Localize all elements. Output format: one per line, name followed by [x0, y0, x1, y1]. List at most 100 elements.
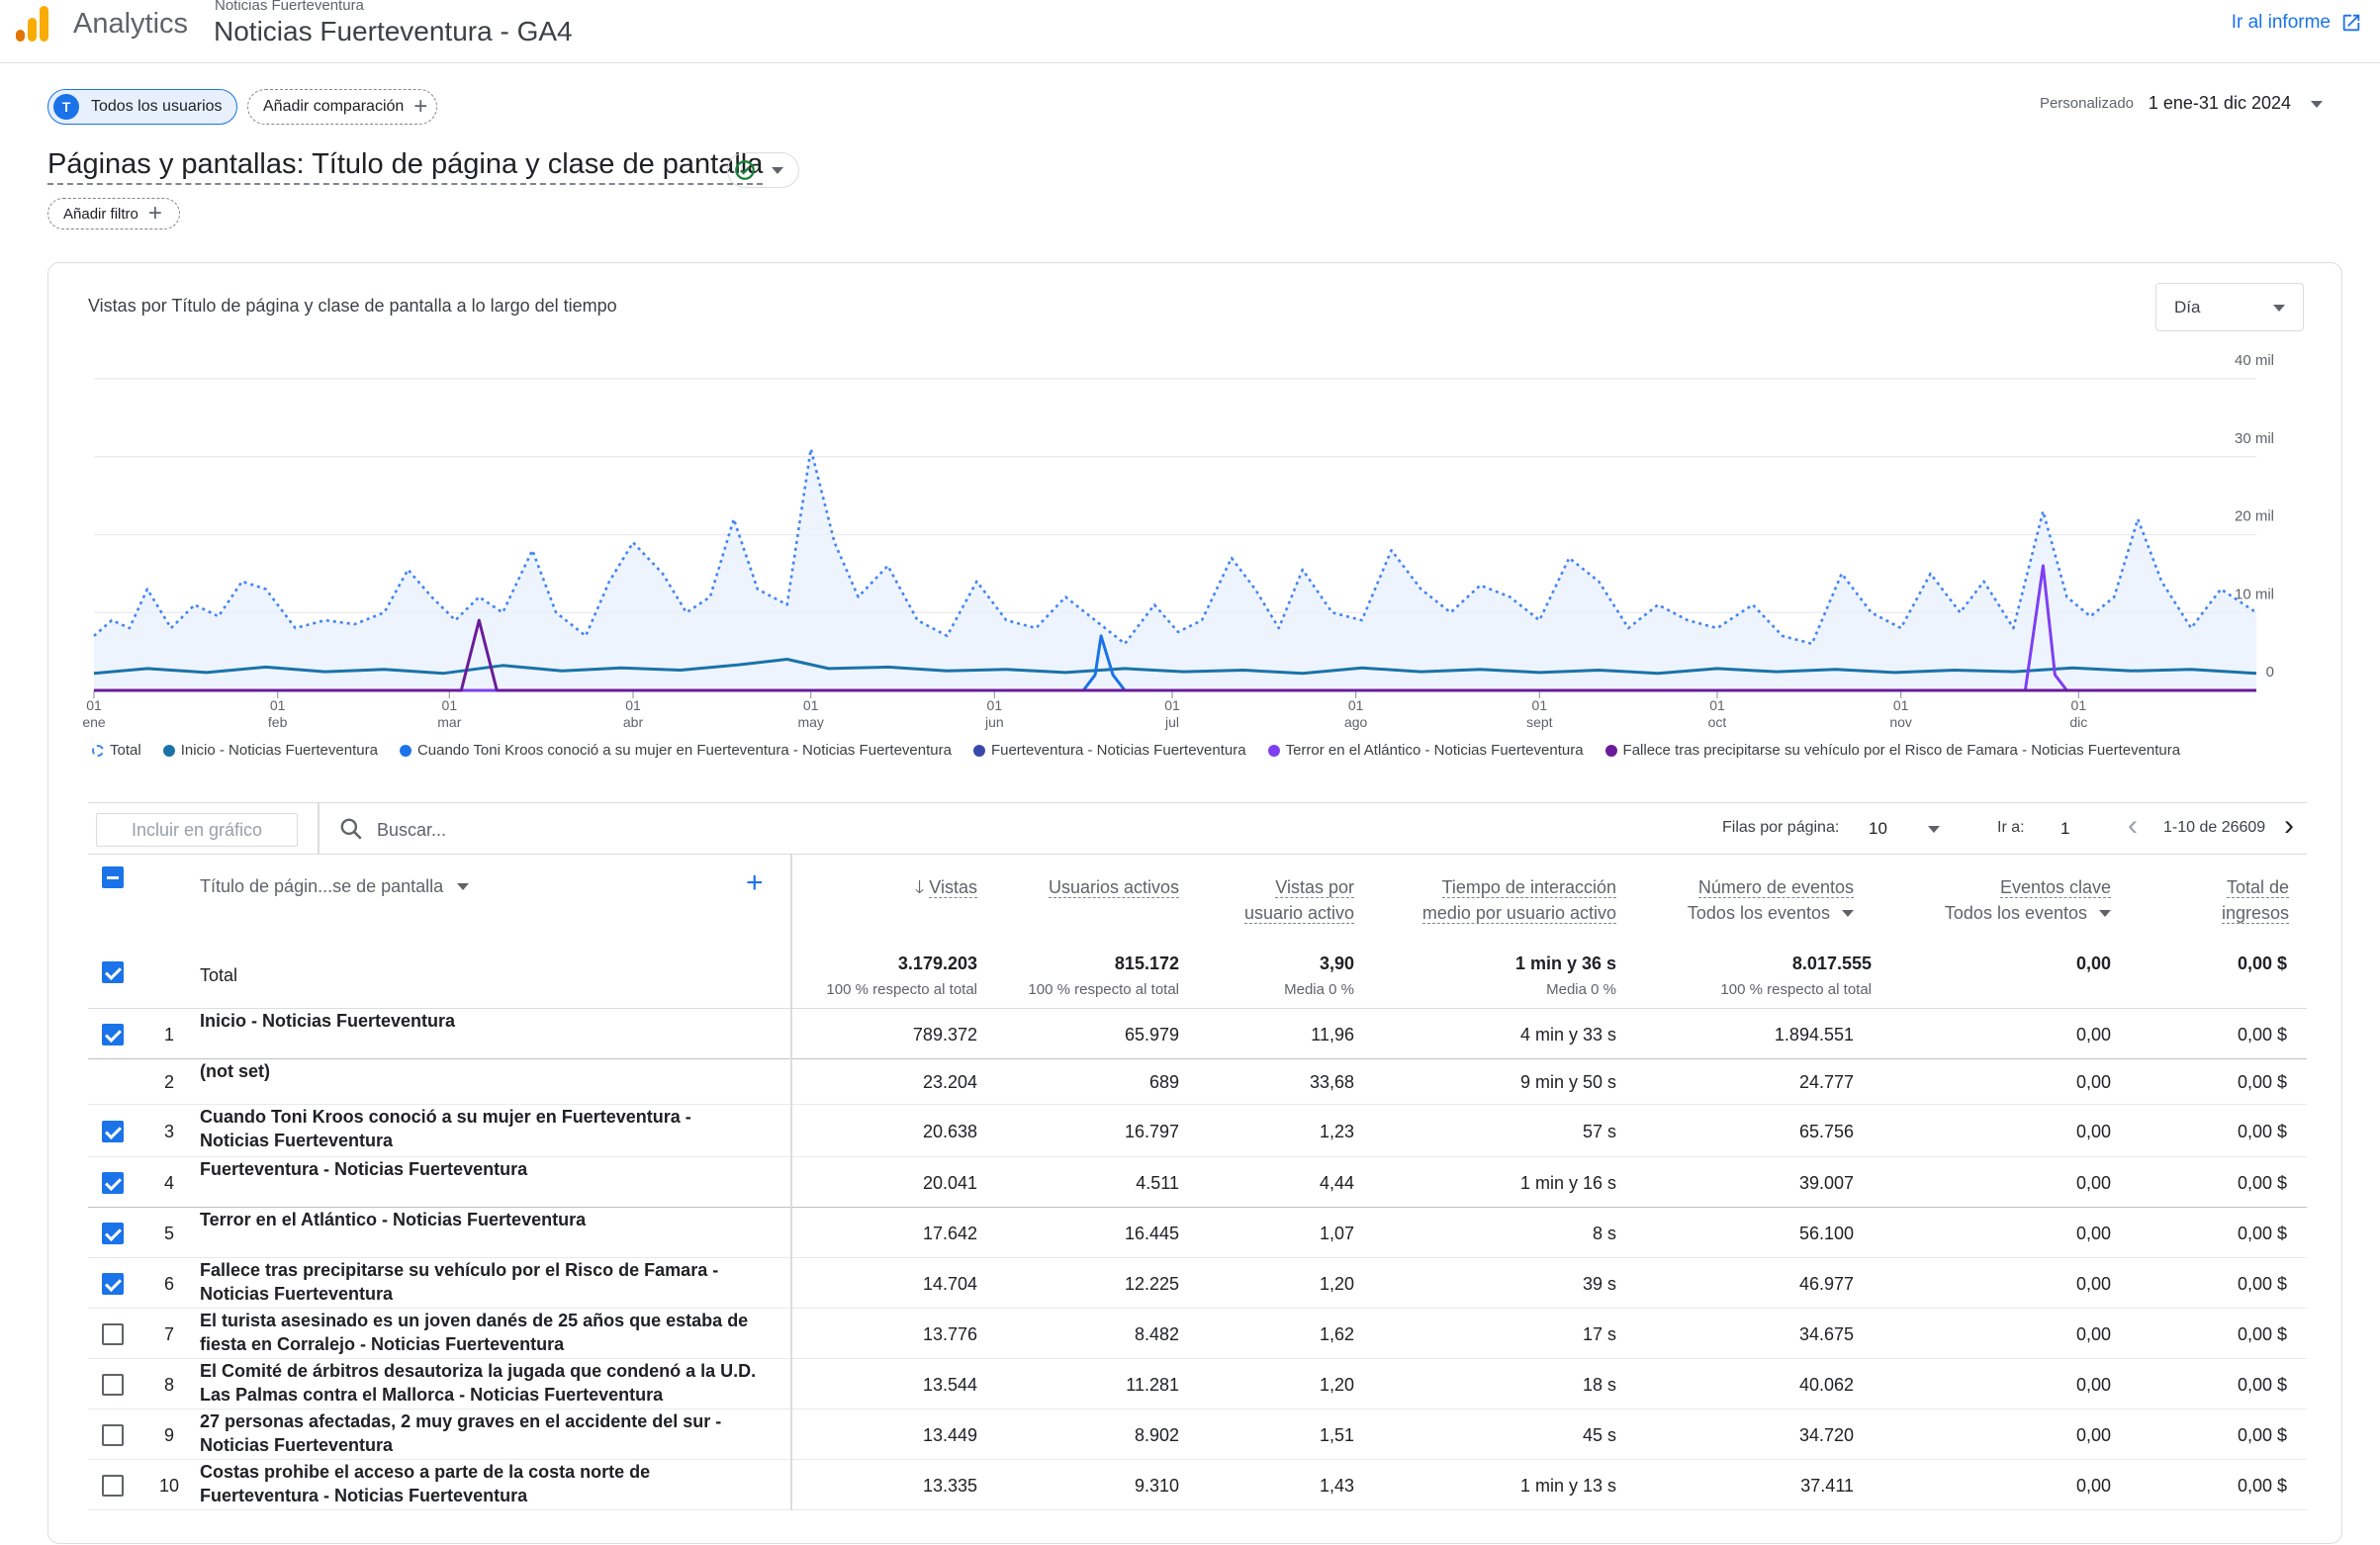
total-usuarios: 815.172	[1114, 954, 1179, 973]
column-label-l2: medio por usuario activo	[1421, 903, 1616, 924]
goto-page-input[interactable]: 1	[2060, 819, 2070, 838]
include-in-chart-button[interactable]: Incluir en gráfico	[96, 813, 298, 847]
cell-vpu: 4,44	[1319, 1172, 1354, 1193]
series-2-line	[93, 658, 2257, 676]
add-dimension-plus-icon[interactable]: +	[746, 866, 764, 899]
column-header-usuarios[interactable]: Usuarios activos	[981, 874, 1179, 900]
cell-vpu: 11,96	[1311, 1024, 1354, 1045]
x-tick-month: ene	[82, 714, 106, 730]
table-header: Título de págin...se de pantalla + 🡓 Vis…	[88, 854, 2307, 1010]
table-row[interactable]: 1 Inicio - Noticias Fuerteventura 789.372 6…	[88, 1009, 2307, 1059]
caret-down-icon	[772, 166, 783, 174]
legend-item[interactable]: Inicio - Noticias Fuerteventura	[162, 742, 378, 759]
check-circle-icon	[735, 160, 755, 180]
table-row[interactable]: 2 (not set) 23.204 689 33,68 9 min y 50 s 24.7…	[88, 1059, 2307, 1105]
y-tick-label: 40 mil	[2235, 352, 2274, 369]
table-toolbar: Incluir en gráfico Filas por página: 10 …	[88, 802, 2307, 855]
analytics-logo-icon[interactable]	[16, 6, 49, 42]
x-tick-day: 01	[1709, 697, 1725, 713]
total-checkbox[interactable]	[102, 961, 124, 983]
row-title[interactable]: El turista asesinado es un joven danés d…	[200, 1311, 749, 1354]
report-title[interactable]: Páginas y pantallas: Título de página y …	[47, 148, 764, 185]
row-title[interactable]: (not set)	[200, 1061, 270, 1081]
table-row[interactable]: 4 Fuerteventura - Noticias Fuerteventura 2…	[88, 1157, 2307, 1208]
column-divider	[790, 1309, 792, 1359]
select-all-checkbox[interactable]	[102, 866, 124, 888]
table-row[interactable]: 7 El turista asesinado es un joven danés …	[88, 1309, 2307, 1359]
goto-report-label: Ir al informe	[2231, 12, 2331, 33]
row-title[interactable]: Costas prohibe el acceso a parte de la c…	[200, 1462, 651, 1505]
cell-vpu: 1,07	[1319, 1223, 1354, 1243]
dimension-header[interactable]: Título de págin...se de pantalla	[200, 876, 470, 897]
column-header-vistas[interactable]: 🡓 Vistas	[779, 874, 977, 900]
next-page-chevron-icon[interactable]: ›	[2284, 809, 2294, 842]
add-filter-button[interactable]: Añadir filtro +	[47, 198, 180, 229]
search-input[interactable]	[377, 815, 970, 845]
row-title[interactable]: Fallece tras precipitarse su vehículo po…	[200, 1260, 719, 1304]
row-checkbox[interactable]	[102, 1272, 124, 1295]
cell-clave: 0,00	[2075, 1121, 2111, 1141]
row-checkbox[interactable]	[102, 1120, 124, 1142]
row-title[interactable]: El Comité de árbitros desautoriza la jug…	[200, 1361, 757, 1405]
prev-page-chevron-icon[interactable]: ‹	[2128, 809, 2138, 842]
column-header-ingresos[interactable]: Total de ingresos	[2151, 874, 2289, 926]
rows-per-page-select[interactable]: 10	[1869, 819, 1940, 839]
table-row[interactable]: 6 Fallece tras precipitarse su vehículo p…	[88, 1258, 2307, 1309]
row-checkbox[interactable]	[102, 1423, 124, 1446]
property-name[interactable]: Noticias Fuerteventura - GA4	[214, 16, 573, 46]
goto-report-link[interactable]: Ir al informe	[2232, 12, 2362, 34]
x-tick-month: nov	[1889, 714, 1912, 730]
add-comparison-button[interactable]: Añadir comparación +	[247, 89, 437, 125]
table-row[interactable]: 5 Terror en el Atlántico - Noticias Fuert…	[88, 1208, 2307, 1258]
account-name[interactable]: Noticias Fuerteventura	[215, 0, 364, 14]
key-event-filter-select[interactable]: Todos los eventos	[1874, 900, 2111, 926]
row-checkbox[interactable]	[102, 1474, 124, 1497]
legend-item[interactable]: Fallece tras precipitarse su vehículo po…	[1604, 742, 2180, 759]
date-caret-down-icon[interactable]	[2311, 101, 2323, 108]
column-label-l1: Tiempo de interacción	[1441, 877, 1616, 898]
x-tick-month: jul	[1164, 714, 1179, 730]
column-header-eventos-clave[interactable]: Eventos clave Todos los eventos	[1874, 874, 2111, 926]
total-vistas-sub: 100 % respecto al total	[826, 981, 977, 998]
row-title[interactable]: Inicio - Noticias Fuerteventura	[200, 1011, 456, 1031]
table-row[interactable]: 9 27 personas afectadas, 2 muy graves en …	[88, 1409, 2307, 1460]
cell-usuarios: 4.511	[1136, 1172, 1179, 1193]
cell-vpu: 1,62	[1319, 1323, 1354, 1344]
granularity-select[interactable]: Día	[2155, 283, 2304, 331]
row-checkbox[interactable]	[102, 1171, 124, 1194]
legend-item[interactable]: Terror en el Atlántico - Noticias Fuerte…	[1267, 742, 1584, 759]
row-title[interactable]: Cuando Toni Kroos conoció a su mujer en …	[200, 1107, 691, 1150]
row-title[interactable]: Fuerteventura - Noticias Fuerteventura	[200, 1159, 528, 1179]
legend-item[interactable]: Total	[92, 742, 141, 759]
event-filter-select[interactable]: Todos los eventos	[1616, 900, 1854, 926]
legend-item[interactable]: Fuerteventura - Noticias Fuerteventura	[972, 742, 1246, 759]
row-checkbox[interactable]	[102, 1373, 124, 1396]
x-tick-day: 01	[1348, 697, 1364, 713]
legend-item[interactable]: Cuando Toni Kroos conoció a su mujer en …	[399, 742, 952, 759]
row-index: 4	[163, 1172, 174, 1193]
total-vpu: 3,90	[1319, 954, 1354, 973]
search-icon	[340, 818, 362, 840]
table-row[interactable]: 3 Cuando Toni Kroos conoció a su mujer en…	[88, 1105, 2307, 1157]
row-checkbox[interactable]	[102, 1322, 124, 1345]
column-header-vistas-por-usuario[interactable]: Vistas por usuario activo	[1186, 874, 1354, 926]
cell-vpu: 1,20	[1319, 1374, 1354, 1395]
legend-label: Fuerteventura - Noticias Fuerteventura	[990, 742, 1246, 759]
column-header-tiempo[interactable]: Tiempo de interacción medio por usuario …	[1359, 874, 1616, 926]
report-status-button[interactable]	[727, 152, 799, 188]
table-row[interactable]: 10 Costas prohibe el acceso a parte de la…	[88, 1460, 2307, 1510]
date-range-picker[interactable]: 1 ene-31 dic 2024	[2148, 93, 2291, 113]
row-title[interactable]: 27 personas afectadas, 2 muy graves en e…	[200, 1411, 722, 1455]
cell-eventos: 24.777	[1798, 1072, 1854, 1092]
row-title[interactable]: Terror en el Atlántico - Noticias Fuerte…	[200, 1210, 587, 1229]
column-header-eventos[interactable]: Número de eventos Todos los eventos	[1616, 874, 1854, 926]
cell-usuarios: 8.482	[1134, 1323, 1179, 1344]
row-checkbox[interactable]	[102, 1222, 124, 1244]
row-checkbox[interactable]	[102, 1023, 124, 1045]
segment-chip-all-users[interactable]: T Todos los usuarios	[47, 89, 237, 125]
column-label-l2: usuario activo	[1243, 903, 1354, 924]
cell-clave: 0,00	[2075, 1273, 2111, 1294]
x-tick-day: 01	[1893, 697, 1909, 713]
table-row[interactable]: 8 El Comité de árbitros desautoriza la ju…	[88, 1359, 2307, 1409]
